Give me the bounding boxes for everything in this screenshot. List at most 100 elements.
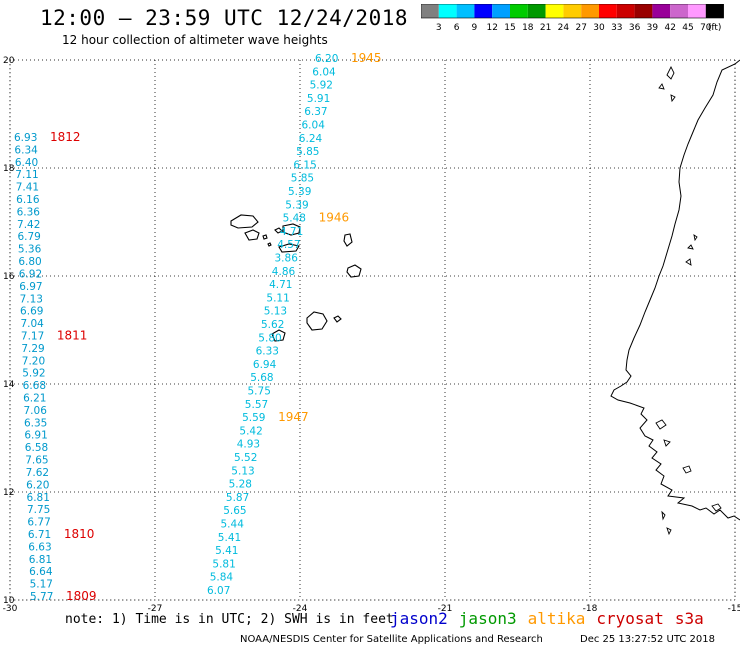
wave-height-value: 6.15 xyxy=(293,159,316,171)
legend-label: 9 xyxy=(472,23,478,33)
legend-frame xyxy=(421,4,724,19)
wave-height-value: 7.04 xyxy=(20,318,44,330)
wave-height-value: 3.86 xyxy=(275,253,299,265)
satellite-name-cryosat: cryosat xyxy=(596,609,664,628)
island xyxy=(278,243,300,253)
satellite-name-altika: altika xyxy=(527,609,586,628)
coast-detail xyxy=(655,419,667,430)
coast-detail xyxy=(682,465,692,474)
wave-height-value: 7.41 xyxy=(16,182,39,194)
wave-height-value: 7.13 xyxy=(20,293,43,305)
credit-text: NOAA/NESDIS Center for Satellite Applica… xyxy=(240,634,543,645)
legend-label: 24 xyxy=(558,23,570,33)
legend-swatch xyxy=(456,4,475,18)
satellite-legend: jason2 jason3 altika cryosat s3a xyxy=(390,609,715,628)
legend-swatch xyxy=(616,4,635,18)
coast-detail xyxy=(666,65,675,80)
island xyxy=(274,227,283,234)
wave-height-value: 5.28 xyxy=(229,479,252,491)
legend-swatch xyxy=(510,4,528,18)
graticule xyxy=(9,59,736,601)
wave-height-value: 6.92 xyxy=(19,268,42,280)
wave-height-value: 7.20 xyxy=(22,355,45,367)
legend-swatch xyxy=(705,4,724,18)
wave-height-value: 6.20 xyxy=(26,479,49,491)
wave-height-value: 6.68 xyxy=(23,380,46,392)
island xyxy=(244,229,260,241)
legend-swatch xyxy=(599,4,617,18)
wave-height-value: 7.11 xyxy=(15,169,38,181)
wave-height-value: 7.42 xyxy=(17,219,40,231)
pass-time-label: 1811 xyxy=(57,328,88,342)
coast-detail xyxy=(666,527,672,536)
legend-swatch xyxy=(474,4,493,18)
wave-height-value: 5.91 xyxy=(307,93,330,105)
wave-height-value: 7.06 xyxy=(24,405,48,417)
lon-tick-label: -18 xyxy=(583,604,598,612)
coast-detail xyxy=(687,244,694,250)
wave-height-value: 5.39 xyxy=(288,186,311,198)
island xyxy=(282,223,301,236)
wave-height-value: 4.93 xyxy=(237,439,260,451)
legend-swatch xyxy=(670,4,688,18)
legend-unit: (ft) xyxy=(708,23,722,33)
legend-swatch xyxy=(438,4,457,18)
wave-height-value: 5.59 xyxy=(242,412,265,424)
wave-height-value: 6.91 xyxy=(24,430,47,442)
wave-height-value: 5.80 xyxy=(258,332,281,344)
legend-label: 18 xyxy=(522,23,534,33)
pass-time-label: 1945 xyxy=(351,51,382,65)
wave-height-value: 5.13 xyxy=(231,465,254,477)
wave-height-value: 5.92 xyxy=(22,368,45,380)
map-subtitle: 12 hour collection of altimeter wave hei… xyxy=(62,33,328,47)
lat-tick-label: 12 xyxy=(3,488,14,498)
coast-detail xyxy=(661,510,666,521)
legend-label: 39 xyxy=(647,23,659,33)
satellite-name-s3a: s3a xyxy=(674,609,704,628)
legend-label: 15 xyxy=(504,23,515,33)
wave-height-value: 7.17 xyxy=(21,330,44,342)
wave-height-value: 5.84 xyxy=(210,572,234,584)
wave-height-value: 5.39 xyxy=(285,199,308,211)
wave-height-value: 5.57 xyxy=(245,399,268,411)
lon-tick-label: -24 xyxy=(293,604,308,612)
wave-height-value: 6.58 xyxy=(25,442,48,454)
wave-height-value: 6.71 xyxy=(28,529,51,541)
track-east: 6.206.045.925.916.376.046.245.856.155.85… xyxy=(207,51,382,597)
lat-tick-label: 20 xyxy=(3,56,15,66)
wave-height-map: -30 -27 -24 -21 -18 -152018161412106.936.346.… xyxy=(3,51,740,612)
wave-height-value: 6.81 xyxy=(27,492,50,504)
island xyxy=(343,233,353,247)
coastline xyxy=(610,59,740,521)
legend-label: 6 xyxy=(454,23,460,33)
lon-tick-label: -27 xyxy=(148,604,163,612)
coast-detail xyxy=(670,94,676,103)
wave-height-value: 5.62 xyxy=(261,319,284,331)
wave-height-value: 6.94 xyxy=(253,359,277,371)
wave-height-value: 5.92 xyxy=(310,80,333,92)
island xyxy=(267,242,272,247)
legend-swatch xyxy=(421,4,439,18)
wave-height-value: 6.81 xyxy=(29,554,52,566)
wave-height-value: 5.44 xyxy=(221,519,245,531)
wave-height-value: 7.65 xyxy=(25,455,48,467)
wave-height-value: 6.63 xyxy=(28,541,51,553)
legend-swatch xyxy=(688,4,706,18)
wave-height-value: 6.79 xyxy=(17,231,40,243)
wave-height-value: 5.11 xyxy=(266,292,289,304)
pass-time-label: 1810 xyxy=(64,527,95,541)
wave-height-value: 6.21 xyxy=(23,393,46,405)
wave-height-value: 4.57 xyxy=(277,239,300,251)
pass-time-label: 1947 xyxy=(278,410,309,424)
lon-tick-label: -15 xyxy=(728,604,740,612)
wave-height-value: 7.29 xyxy=(21,343,44,355)
legend-label: 42 xyxy=(664,23,675,33)
legend-swatch xyxy=(581,4,599,18)
island xyxy=(346,264,362,278)
legend-label: 70 xyxy=(700,23,712,33)
legend-label: 3 xyxy=(436,23,442,33)
legend-label: 27 xyxy=(575,23,586,33)
wave-height-value: 6.33 xyxy=(256,346,279,358)
satellite-name-jason2: jason2 xyxy=(390,609,448,628)
wave-height-value: 6.35 xyxy=(24,417,47,429)
